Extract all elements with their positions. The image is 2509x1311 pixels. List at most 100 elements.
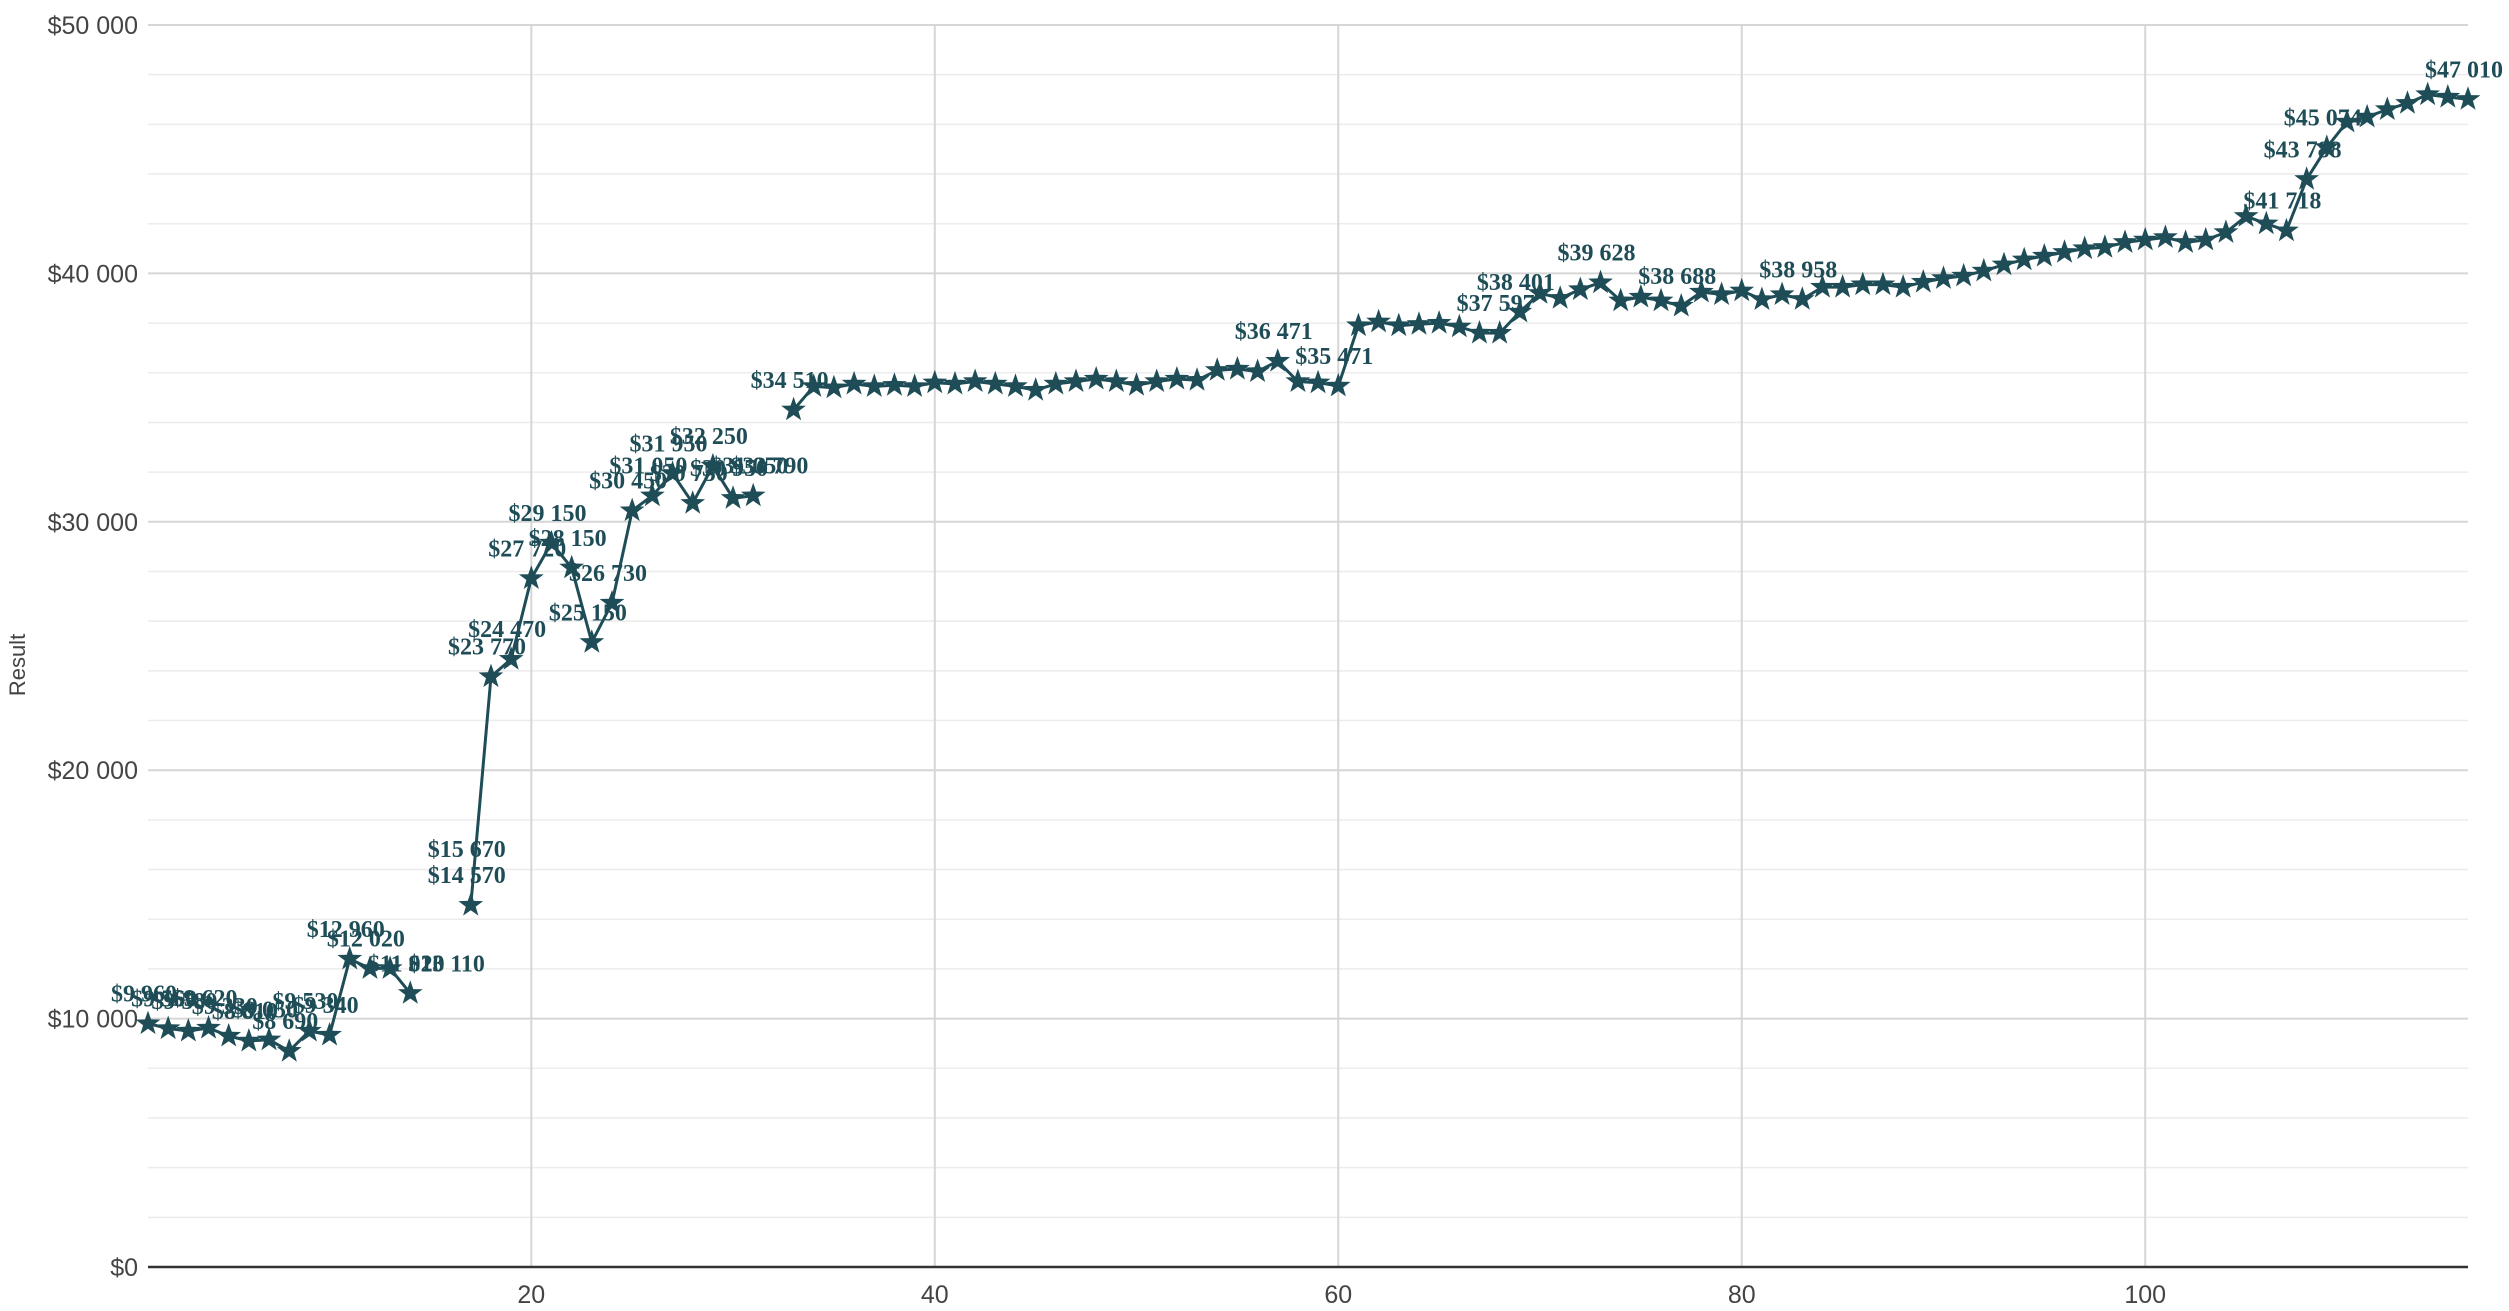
- data-point: [2011, 246, 2037, 271]
- data-point: [1689, 279, 1714, 303]
- data-point: [1547, 285, 1573, 309]
- data-point: [1043, 370, 1069, 395]
- data-point: [942, 370, 968, 395]
- data-point: [1608, 287, 1634, 312]
- y-axis-title: Result: [5, 634, 30, 696]
- data-label: $30 750: [650, 461, 728, 487]
- data-label: $14 570: [428, 863, 506, 889]
- data-point: [2072, 235, 2098, 260]
- data-point: [861, 373, 887, 397]
- data-point: [1063, 368, 1089, 392]
- data-point: [2334, 108, 2360, 133]
- data-point: [781, 396, 806, 421]
- y-tick-label: $50 000: [48, 12, 138, 40]
- data-label: $9 050: [232, 998, 298, 1024]
- data-label: $8 810: [212, 999, 278, 1025]
- data-label: $30 450: [589, 469, 667, 495]
- data-point: [1830, 274, 1855, 298]
- data-point: [821, 374, 847, 399]
- data-label: $38 401: [1477, 270, 1555, 296]
- data-point: [2253, 210, 2279, 235]
- data-point: [1931, 265, 1956, 289]
- data-label: $28 150: [529, 526, 607, 552]
- data-point: [902, 373, 927, 397]
- data-point: [377, 955, 403, 979]
- x-axis: 20 40 60 80 100: [148, 1265, 2468, 1309]
- data-point: [1810, 274, 1835, 298]
- data-point: [276, 1038, 302, 1062]
- data-point: [176, 1018, 201, 1042]
- data-point: [720, 485, 746, 509]
- data-point: [337, 946, 363, 970]
- data-point: [498, 646, 524, 670]
- data-point: [1507, 298, 1533, 323]
- data-point: [1971, 257, 1997, 282]
- data-point: [1346, 312, 1371, 337]
- data-label: $29 150: [508, 501, 586, 527]
- data-point: [1467, 320, 1492, 344]
- data-point: [1588, 269, 1613, 294]
- data-point: [397, 980, 423, 1004]
- data-point: [1870, 271, 1896, 296]
- data-point: [2213, 219, 2239, 243]
- data-point: [1648, 287, 1674, 312]
- data-point: [1991, 251, 2017, 276]
- data-point: [1568, 276, 1593, 301]
- data-point: [2274, 217, 2299, 242]
- series-result: [135, 81, 2481, 1062]
- data-point: [801, 373, 827, 397]
- data-label: $34 510: [751, 368, 829, 394]
- data-point: [1184, 367, 1210, 391]
- data-point: [559, 554, 584, 579]
- data-label: $25 150: [549, 600, 627, 626]
- data-point: [882, 372, 907, 396]
- data-point: [155, 1015, 181, 1040]
- data-label: $15 670: [428, 837, 506, 863]
- data-label: $43 788: [2264, 137, 2342, 163]
- data-point: [518, 565, 544, 589]
- series-line: [147, 93, 2469, 1053]
- data-point: [1426, 310, 1452, 334]
- data-point: [1144, 368, 1170, 392]
- y-tick-label: $10 000: [48, 1006, 138, 1034]
- data-label: $8 690: [252, 1009, 318, 1035]
- data-point: [962, 368, 988, 392]
- x-tick-label: 80: [1728, 1281, 1756, 1309]
- data-label: $23 770: [448, 635, 526, 661]
- data-label: $47 010: [2425, 57, 2503, 83]
- data-point: [256, 1026, 282, 1051]
- data-point: [1003, 373, 1028, 397]
- data-point: [1104, 368, 1129, 392]
- data-point: [1850, 271, 1876, 296]
- data-label: $13 110: [408, 951, 485, 977]
- data-label: $9 340: [293, 993, 359, 1019]
- x-tick-label: 20: [517, 1281, 545, 1309]
- data-label: $45 074: [2284, 105, 2362, 131]
- data-point: [357, 955, 383, 979]
- data-point: [2173, 229, 2198, 253]
- data-point: [1265, 348, 1291, 372]
- data-point: [1446, 313, 1472, 338]
- data-point: [2233, 203, 2259, 227]
- data-point: [1285, 368, 1311, 392]
- data-point: [1668, 293, 1694, 317]
- data-point: [297, 1018, 322, 1042]
- data-point: [579, 629, 605, 653]
- data-label: $12 960: [307, 917, 385, 943]
- data-point: [196, 1015, 221, 1039]
- data-point: [1527, 280, 1553, 304]
- y-axis: $0 $10 000 $20 000 $30 000 $40 000 $50 000: [48, 12, 138, 1282]
- data-point: [1245, 358, 1270, 382]
- data-point: [1749, 286, 1775, 310]
- data-label: $31 050: [609, 454, 687, 480]
- data-label: $9 330: [192, 994, 258, 1020]
- data-label: $32 250: [670, 424, 748, 450]
- data-point: [2354, 103, 2380, 128]
- data-point: [2132, 226, 2158, 251]
- y-tick-label: $0: [110, 1254, 138, 1282]
- data-label: $11 020: [368, 951, 445, 977]
- data-point: [1225, 356, 1250, 380]
- data-point: [478, 663, 504, 688]
- data-point: [680, 490, 706, 514]
- data-point: [1325, 372, 1351, 397]
